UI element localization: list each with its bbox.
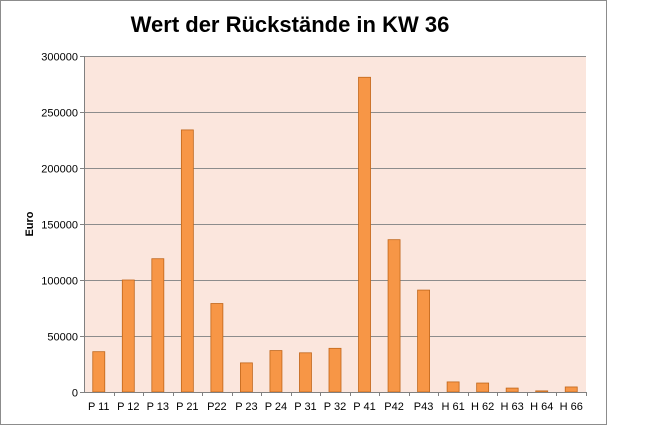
- bar: [210, 303, 224, 393]
- axes: 0 50000 100000 150000 200000 250000 300000 P 11…: [41, 52, 587, 413]
- x-tick-label: P22: [207, 401, 227, 413]
- x-tick-label: P 24: [265, 401, 287, 413]
- bar: [446, 381, 460, 393]
- bar: [180, 129, 194, 393]
- bars: [92, 76, 578, 393]
- bar: [240, 362, 253, 393]
- x-tick-label: P 23: [235, 401, 257, 413]
- x-tick-label: P 12: [117, 401, 139, 413]
- chart-title: Wert der Rückstände in KW 36: [130, 12, 450, 37]
- bar: [505, 387, 519, 393]
- y-tick-label: 0: [72, 388, 78, 400]
- x-tick-label: P 31: [294, 401, 316, 413]
- bar: [151, 258, 165, 393]
- bar: [269, 350, 283, 393]
- bar: [299, 352, 312, 393]
- x-tick-label: H 63: [501, 401, 524, 413]
- x-tick-label: H 64: [530, 401, 553, 413]
- y-tick-label: 200000: [41, 164, 78, 176]
- y-axis-label: Euro: [24, 211, 36, 236]
- y-tick-label: 50000: [47, 332, 78, 344]
- x-tick-label: P43: [414, 401, 434, 413]
- bar: [417, 289, 430, 393]
- x-tick-label: P42: [384, 401, 404, 413]
- y-tick-label: 150000: [41, 220, 78, 232]
- bar: [564, 386, 578, 393]
- x-tick-label: H 62: [471, 401, 494, 413]
- grid: [84, 56, 586, 393]
- x-tick-label: H 66: [560, 401, 583, 413]
- x-tick-label: P 21: [176, 401, 198, 413]
- chart-border: [0, 0, 607, 425]
- bar: [121, 279, 135, 393]
- y-tick-label: 250000: [41, 108, 78, 120]
- x-tick-label: P 11: [88, 401, 110, 413]
- bar: [328, 347, 342, 393]
- y-tick-label: 100000: [41, 276, 78, 288]
- x-tick-label: H 61: [441, 401, 464, 413]
- y-tick-label: 300000: [41, 52, 78, 64]
- bar: [476, 382, 490, 393]
- bar: [92, 351, 106, 393]
- bar: [358, 76, 371, 393]
- bar: [387, 239, 401, 393]
- bar: [535, 390, 549, 393]
- x-tick-label: P 13: [147, 401, 169, 413]
- x-tick-label: P 41: [353, 401, 375, 413]
- x-tick-label: P 32: [324, 401, 346, 413]
